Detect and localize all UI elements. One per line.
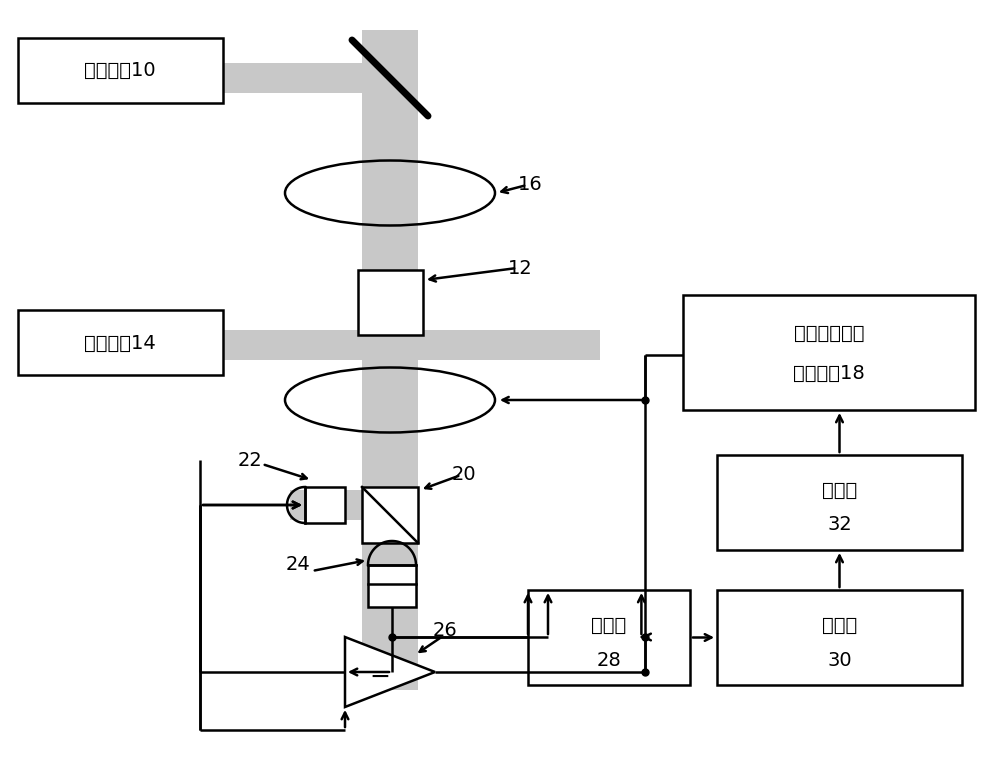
Text: 20: 20 bbox=[452, 465, 476, 484]
Bar bbox=[358, 270, 423, 335]
Text: 率合成器18: 率合成器18 bbox=[793, 364, 865, 382]
Text: 22: 22 bbox=[238, 451, 262, 470]
Text: 检测光源10: 检测光源10 bbox=[84, 61, 156, 79]
Bar bbox=[362, 487, 418, 543]
Bar bbox=[305, 487, 345, 523]
Text: −: − bbox=[370, 665, 390, 689]
Text: 累加器: 累加器 bbox=[822, 481, 857, 500]
Bar bbox=[200, 330, 600, 360]
Text: 32: 32 bbox=[827, 515, 852, 534]
Text: 乘法器: 乘法器 bbox=[591, 615, 627, 634]
Polygon shape bbox=[345, 637, 435, 707]
Text: 驱动光源14: 驱动光源14 bbox=[84, 334, 156, 352]
Text: 16: 16 bbox=[518, 175, 542, 195]
Text: 28: 28 bbox=[597, 651, 621, 670]
Text: 滤波器: 滤波器 bbox=[822, 615, 857, 634]
Bar bbox=[368, 565, 416, 607]
Bar bbox=[717, 455, 962, 550]
Text: 30: 30 bbox=[827, 651, 852, 670]
Text: 24: 24 bbox=[286, 555, 310, 574]
Bar bbox=[528, 590, 690, 685]
Text: 26: 26 bbox=[433, 621, 457, 640]
Bar bbox=[18, 38, 223, 103]
Bar bbox=[290, 490, 365, 520]
Bar bbox=[362, 30, 418, 690]
Bar bbox=[210, 63, 395, 93]
Bar bbox=[683, 295, 975, 410]
Bar bbox=[717, 590, 962, 685]
Text: 直接数字式频: 直接数字式频 bbox=[794, 324, 864, 342]
Text: 12: 12 bbox=[508, 258, 532, 278]
Bar bbox=[18, 310, 223, 375]
